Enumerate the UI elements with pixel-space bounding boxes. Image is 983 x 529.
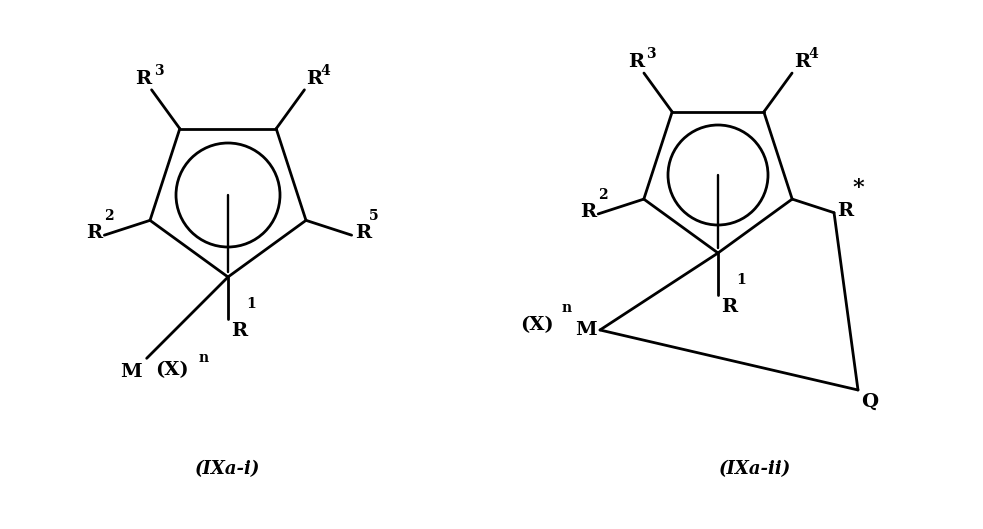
- Text: Q: Q: [861, 393, 878, 411]
- Text: R: R: [231, 322, 247, 340]
- Text: R: R: [794, 53, 810, 71]
- Text: 3: 3: [153, 64, 163, 78]
- Text: (X): (X): [154, 361, 189, 379]
- Text: (IXa-i): (IXa-i): [196, 460, 260, 478]
- Text: M: M: [575, 321, 597, 339]
- Text: R: R: [628, 53, 644, 71]
- Text: n: n: [199, 351, 208, 366]
- Text: R: R: [721, 298, 737, 316]
- Text: R: R: [87, 224, 102, 242]
- Text: R: R: [355, 224, 371, 242]
- Text: 4: 4: [808, 47, 818, 61]
- Text: M: M: [120, 363, 142, 381]
- Text: 4: 4: [320, 64, 330, 78]
- Text: (X): (X): [520, 316, 553, 334]
- Text: R: R: [307, 70, 322, 88]
- Text: R: R: [136, 70, 151, 88]
- Text: (IXa-ii): (IXa-ii): [719, 460, 791, 478]
- Text: R: R: [580, 203, 596, 221]
- Text: n: n: [562, 301, 572, 315]
- Text: 3: 3: [646, 47, 656, 61]
- Text: R: R: [838, 202, 853, 220]
- Text: 2: 2: [599, 188, 607, 202]
- Text: *: *: [852, 177, 864, 199]
- Text: 1: 1: [246, 297, 256, 311]
- Text: 1: 1: [736, 273, 746, 287]
- Text: 5: 5: [369, 209, 378, 223]
- Text: 2: 2: [104, 209, 114, 223]
